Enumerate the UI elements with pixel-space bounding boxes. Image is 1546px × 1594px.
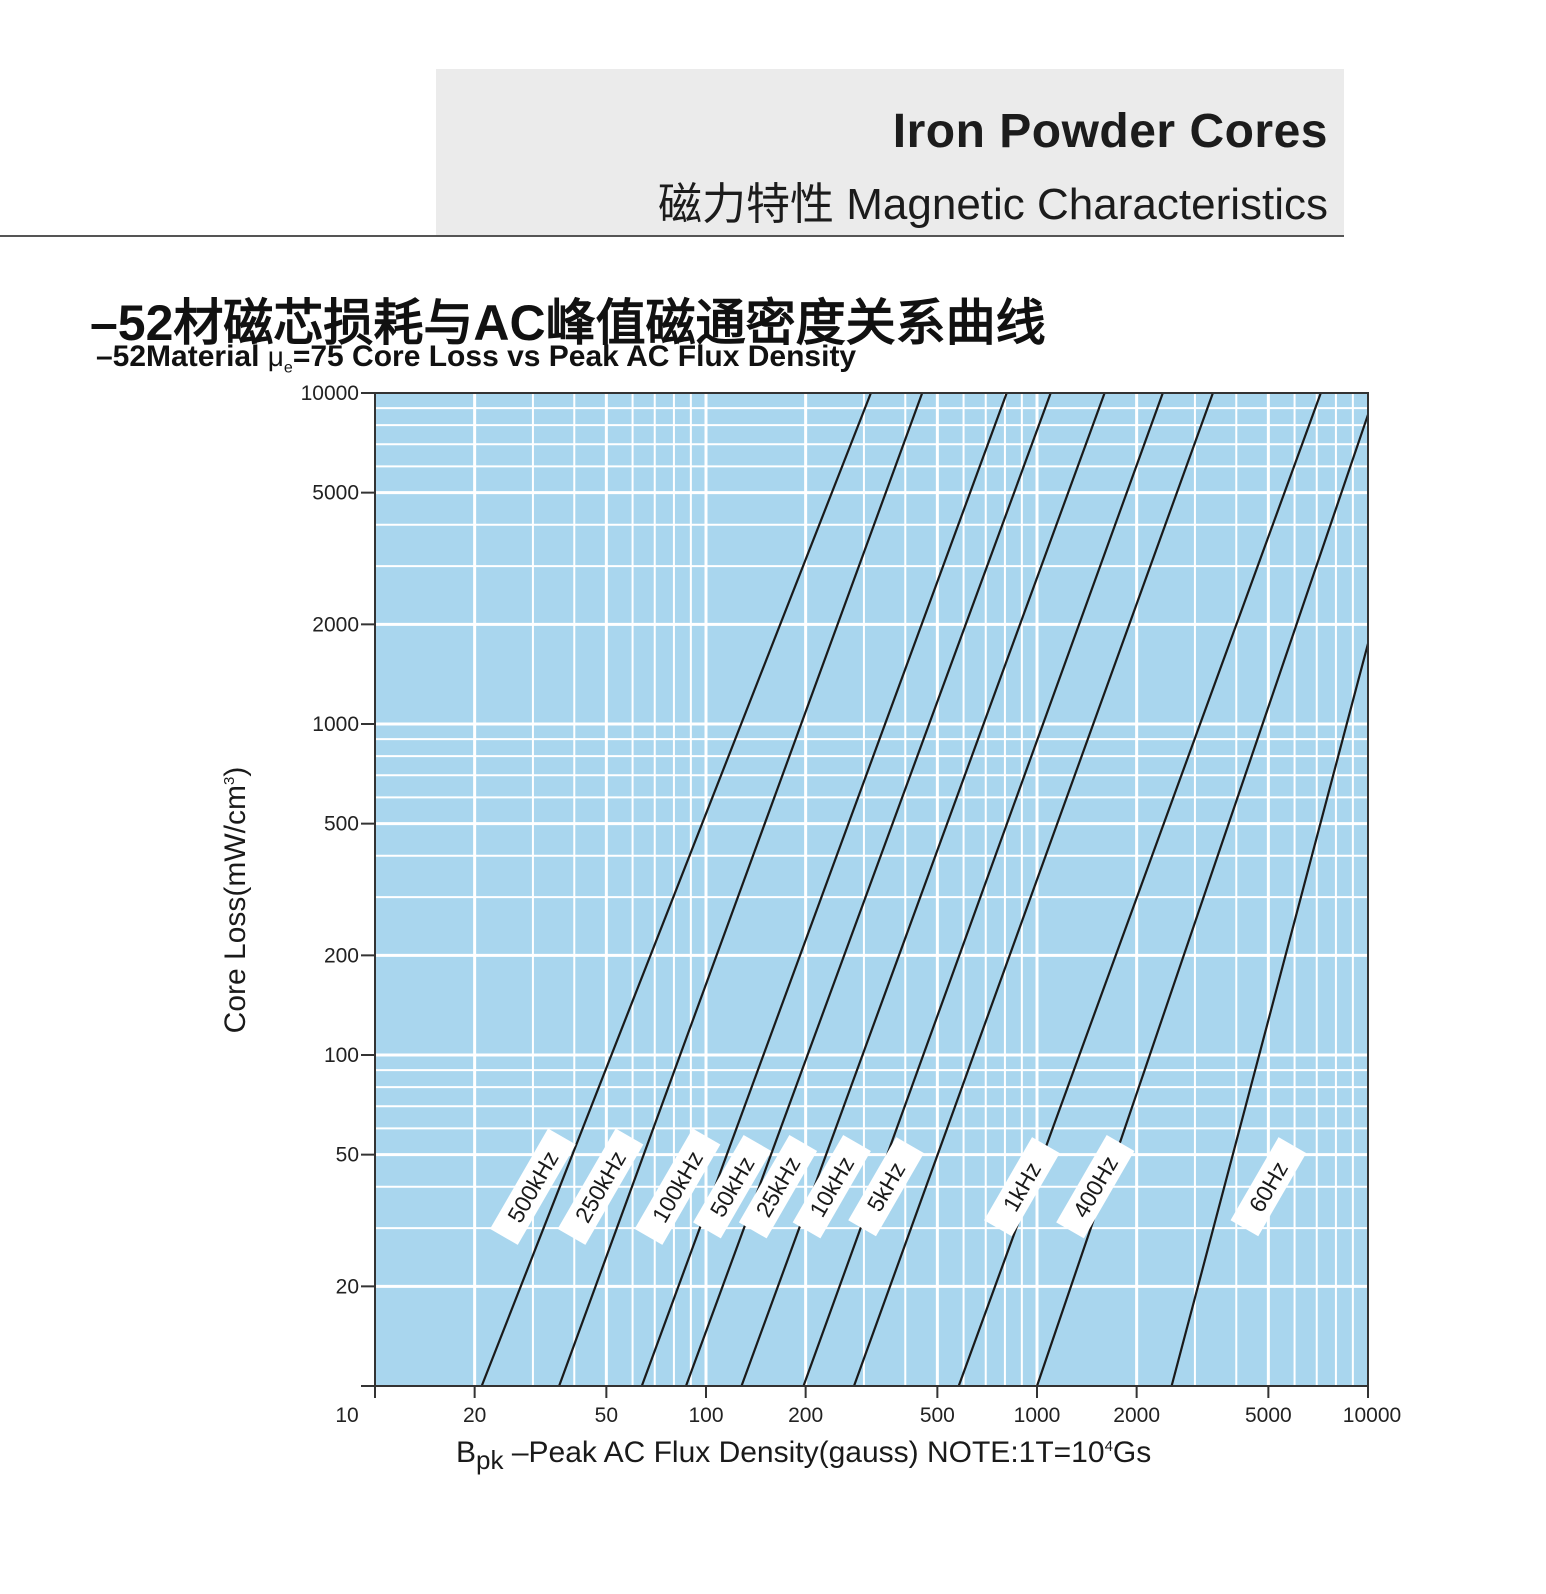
plot-area [375, 393, 1368, 1386]
y-axis-end: ) [219, 766, 252, 777]
series-label-tab [634, 1128, 721, 1245]
series-label-tab [738, 1134, 818, 1239]
y-tick-label: 500 [324, 813, 359, 836]
header-band [436, 69, 1344, 236]
x-axis-b: B [456, 1436, 477, 1469]
series-line-500khz [480, 392, 872, 1387]
series-label-tab [792, 1134, 871, 1239]
chart-title-en-prefix: –52Material [96, 340, 260, 373]
y-tick-label: 1000 [312, 713, 359, 736]
y-tick-label: 200 [324, 944, 359, 967]
mu-symbol: μe [267, 341, 293, 377]
chart-title-en-suffix: =75 Core Loss vs Peak AC Flux Density [292, 340, 857, 373]
series-label-tab [490, 1128, 576, 1245]
series-label-25khz: 25kHz [738, 1134, 818, 1239]
x-tick-label: 20 [463, 1404, 486, 1427]
chart-title-en: –52Material μe=75 Core Loss vs Peak AC F… [96, 340, 856, 378]
y-tick-label: 5000 [312, 482, 359, 505]
x-tick-label: 5000 [1245, 1404, 1292, 1427]
y-tick-label: 10000 [301, 382, 359, 405]
series-line-250khz [558, 392, 924, 1387]
brand-subtitle: 磁力特性 Magnetic Characteristics [658, 180, 1328, 229]
x-tick-label: 50 [595, 1404, 618, 1427]
brand-title: Iron Powder Cores [892, 105, 1328, 158]
axes: 10000 5000 2000 1000 500 200 100 50 20 10 20 50 100 2… [301, 382, 1402, 1427]
series-label-tab [1056, 1134, 1135, 1239]
mu-subscript: e [283, 359, 293, 377]
y-axis-superscript: 3 [221, 776, 238, 785]
series-line-60hz [1170, 643, 1370, 1387]
y-tick-label: 50 [336, 1144, 359, 1167]
x-axis-superscript: 4 [1104, 1438, 1113, 1455]
x-tick-label: 500 [920, 1404, 955, 1427]
series-label-tab [1230, 1137, 1307, 1237]
series-label-tab [848, 1137, 924, 1237]
mu-char: μ [267, 341, 284, 372]
header-divider [0, 235, 1344, 237]
chart-title-cn: –52材磁芯损耗与AC峰值磁通密度关系曲线 [90, 295, 1046, 351]
x-axis-title: Bpk –Peak AC Flux Density(gauss) NOTE:1T… [456, 1436, 1151, 1476]
x-tick-label: 1000 [1014, 1404, 1061, 1427]
series-label-tab [984, 1137, 1060, 1237]
x-tick-label: 10000 [1343, 1404, 1401, 1427]
y-tick-label: 100 [324, 1044, 359, 1067]
x-axis-subscript: pk [476, 1445, 504, 1475]
y-tick-label: 20 [336, 1275, 359, 1298]
y-axis-title: Core Loss(mW/cm3) [219, 767, 253, 1034]
series-label-tab [693, 1134, 772, 1239]
x-axis-text: –Peak AC Flux Density(gauss) NOTE:1T=10 [503, 1436, 1105, 1469]
series-line-5khz [852, 392, 1214, 1387]
x-tick-label: 10 [335, 1404, 358, 1427]
x-tick-label: 200 [788, 1404, 823, 1427]
x-axis-unit: Gs [1112, 1436, 1152, 1469]
y-axis-text: Core Loss(mW/cm [219, 784, 252, 1034]
plot-frame [374, 392, 1369, 1387]
y-tick-label: 2000 [312, 613, 359, 636]
x-tick-label: 2000 [1113, 1404, 1160, 1427]
x-tick-label: 100 [688, 1404, 723, 1427]
series-label-tab [557, 1128, 644, 1245]
